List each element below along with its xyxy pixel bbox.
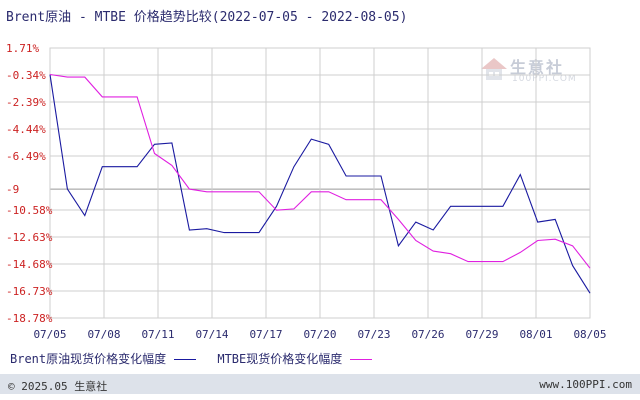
x-tick-label: 07/20 — [303, 328, 336, 341]
line-chart: 1.71% -0.34% -2.39% -4.44% -6.49% -9 -10.58% -1… — [6, 42, 607, 341]
x-tick-label: 07/05 — [33, 328, 66, 341]
x-tick-label: 07/08 — [87, 328, 120, 341]
footer-bar: © 2025.05 生意社 www.100PPI.com — [0, 374, 640, 394]
house-icon — [481, 58, 507, 80]
legend-item-brent: Brent原油现货价格变化幅度 — [10, 350, 197, 367]
legend-label-mtbe: MTBE现货价格变化幅度 — [217, 352, 343, 366]
x-tick-label: 08/01 — [519, 328, 552, 341]
plot-frame — [49, 47, 591, 319]
legend-label-brent: Brent原油现货价格变化幅度 — [10, 352, 167, 366]
y-tick-label: 1.71% — [6, 42, 39, 55]
series-lines — [49, 73, 591, 294]
y-tick-label: -6.49% — [6, 150, 46, 163]
x-tick-label: 07/26 — [411, 328, 444, 341]
series-line-brent — [49, 74, 591, 294]
x-tick-label: 07/11 — [141, 328, 174, 341]
legend-swatch-mtbe — [350, 359, 373, 360]
y-tick-label: -9 — [6, 183, 19, 196]
series-line-mtbe — [49, 73, 591, 269]
y-tick-label: -16.73% — [6, 285, 53, 298]
legend: Brent原油现货价格变化幅度 MTBE现货价格变化幅度 — [10, 350, 386, 367]
legend-item-mtbe: MTBE现货价格变化幅度 — [217, 350, 373, 367]
y-tick-label: -4.44% — [6, 123, 46, 136]
y-tick-label: -2.39% — [6, 96, 46, 109]
x-tick-label: 07/17 — [249, 328, 282, 341]
y-tick-label: -14.68% — [6, 258, 53, 271]
x-tick-label: 07/14 — [195, 328, 228, 341]
x-tick-label: 07/29 — [465, 328, 498, 341]
chart-title: Brent原油 - MTBE 价格趋势比较(2022-07-05 - 2022-… — [6, 10, 408, 25]
x-axis-labels: 07/05 07/08 07/11 07/14 07/17 07/20 07/23 07/26… — [33, 328, 606, 341]
y-tick-label: -18.78% — [6, 312, 53, 325]
y-tick-label: -10.58% — [6, 204, 53, 217]
watermark-url: 100PPI.COM — [512, 74, 577, 84]
y-tick-label: -0.34% — [6, 69, 46, 82]
grid — [49, 47, 591, 319]
x-tick-label: 07/23 — [357, 328, 390, 341]
x-tick-label: 08/05 — [573, 328, 606, 341]
y-axis-labels: 1.71% -0.34% -2.39% -4.44% -6.49% -9 -10.58% -1… — [6, 42, 53, 325]
footer-link[interactable]: www.100PPI.com — [539, 378, 632, 391]
y-tick-label: -12.63% — [6, 231, 53, 244]
footer-copyright: © 2025.05 生意社 — [8, 380, 108, 393]
legend-swatch-brent — [174, 359, 197, 360]
